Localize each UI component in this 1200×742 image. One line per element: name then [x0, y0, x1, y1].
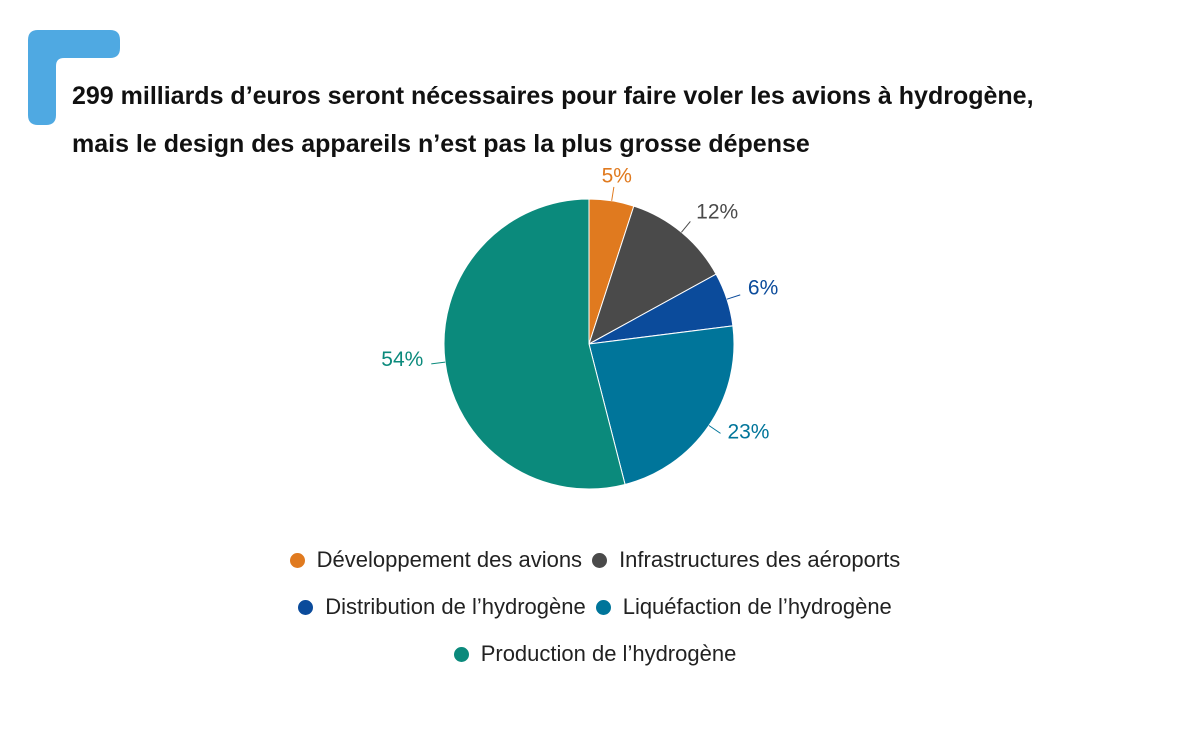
legend-swatch — [298, 599, 314, 615]
data-label: 6% — [748, 277, 778, 300]
legend-item: Liquéfaction de l’hydrogène — [595, 594, 892, 619]
legend-label: Liquéfaction de l’hydrogène — [622, 594, 892, 619]
data-label: 5% — [602, 165, 632, 188]
data-label: 54% — [381, 348, 423, 371]
legend-swatch — [289, 552, 305, 568]
decoration — [28, 30, 120, 125]
legend-label: Production de l’hydrogène — [480, 641, 737, 666]
pie-slice — [588, 205, 717, 346]
leader-line — [708, 425, 721, 434]
legend-item: Distribution de l’hydrogène — [298, 594, 586, 619]
legend-label: Infrastructures des aéroports — [619, 547, 901, 572]
legend-item: Infrastructures des aéroports — [592, 547, 901, 572]
leader-line — [431, 361, 446, 365]
legend-swatch — [592, 552, 608, 568]
leader-line — [611, 186, 615, 201]
leader-line — [726, 294, 741, 300]
pie-slice — [588, 325, 735, 486]
leader-line — [681, 221, 691, 233]
legend-label: Développement des avions — [316, 547, 583, 572]
data-label: 23% — [727, 420, 769, 443]
legend-label: Distribution de l’hydrogène — [325, 594, 586, 619]
legend-item: Production de l’hydrogène — [453, 641, 737, 666]
legend-swatch — [453, 646, 469, 662]
pie-slice — [443, 198, 626, 490]
chart-title: 299 milliards d’euros seront nécessaires… — [72, 82, 1034, 158]
data-label: 12% — [696, 200, 738, 223]
legend-swatch — [595, 599, 611, 615]
legend: Développement des avions Infrastructures … — [245, 547, 945, 666]
legend-item: Développement des avions — [289, 547, 583, 572]
